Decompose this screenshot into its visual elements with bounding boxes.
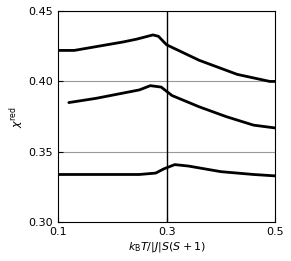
Y-axis label: $\chi^{\mathrm{red}}$: $\chi^{\mathrm{red}}$ [7,106,26,128]
X-axis label: $k_{\mathrm{B}}T/|J|S(S+1)$: $k_{\mathrm{B}}T/|J|S(S+1)$ [127,240,206,254]
